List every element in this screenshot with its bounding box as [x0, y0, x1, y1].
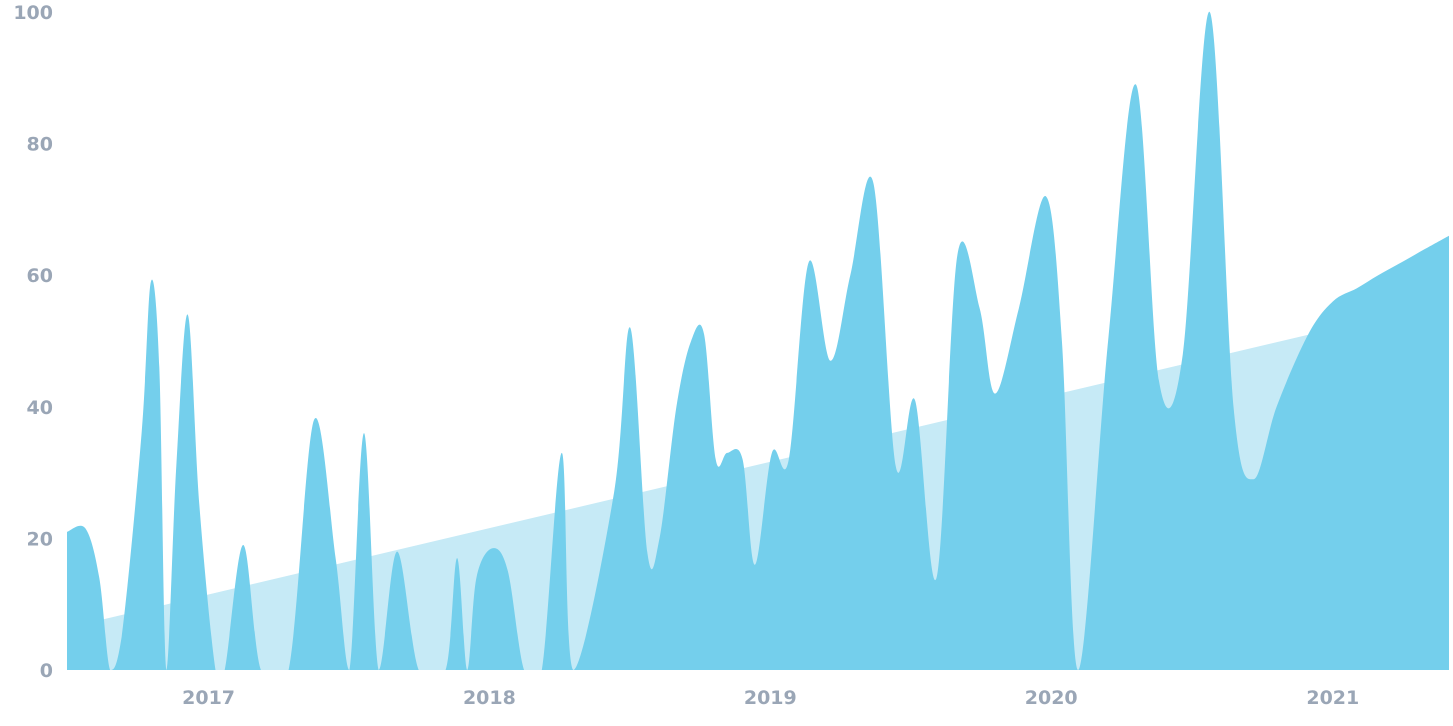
x-tick-label: 2018	[463, 687, 516, 709]
y-tick-label: 80	[27, 134, 53, 156]
x-tick-label: 2021	[1306, 687, 1359, 709]
plot-area	[67, 11, 1449, 670]
y-tick-label: 60	[27, 265, 53, 287]
data-area	[67, 11, 1449, 670]
x-axis: 2017 2018 2019 2020 2021	[182, 687, 1359, 709]
y-axis: 0 20 40 60 80 100	[13, 2, 53, 682]
x-tick-label: 2019	[744, 687, 797, 709]
x-tick-label: 2020	[1025, 687, 1078, 709]
y-tick-label: 0	[40, 660, 53, 682]
y-tick-label: 20	[27, 528, 53, 550]
y-tick-label: 100	[13, 2, 53, 24]
x-tick-label: 2017	[182, 687, 235, 709]
y-tick-label: 40	[27, 397, 53, 419]
